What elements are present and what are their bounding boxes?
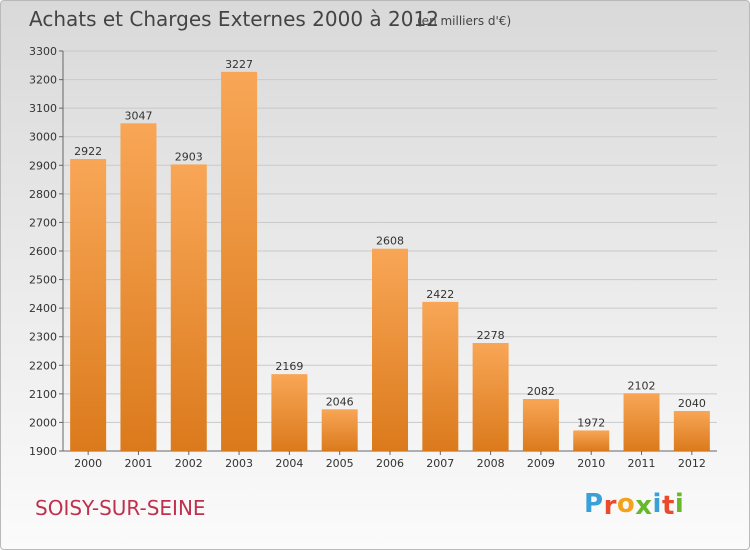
data-label: 2608: [376, 235, 404, 248]
chart-title: Achats et Charges Externes 2000 à 2012: [29, 7, 439, 31]
x-tick-label: 2007: [426, 457, 454, 470]
y-tick-label: 2400: [29, 302, 57, 315]
bar: [221, 71, 258, 451]
bars: [70, 71, 710, 452]
commune-name: SOISY-SUR-SEINE: [35, 496, 206, 520]
x-tick-label: 2005: [326, 457, 354, 470]
y-tick-label: 3000: [29, 131, 57, 144]
x-tick-label: 2009: [527, 457, 555, 470]
bar: [170, 164, 207, 451]
labels: 1900 2000 2100 2200 2300 2400 2500 2600 2700 2800…: [29, 45, 706, 470]
x-tick-label: 2010: [577, 457, 605, 470]
logo-letter: i: [652, 489, 662, 519]
logo-letter: P: [584, 489, 604, 519]
data-label: 1972: [577, 416, 605, 429]
logo-letter: r: [603, 491, 617, 521]
logo-letter: x: [635, 491, 653, 521]
bar: [372, 248, 408, 451]
x-tick-label: 2012: [678, 457, 706, 470]
data-label: 2169: [275, 360, 303, 373]
logo-letter: o: [616, 489, 636, 519]
y-tick-label: 2600: [29, 245, 57, 258]
x-tick-label: 2003: [225, 457, 253, 470]
data-label: 2046: [326, 395, 354, 408]
x-tick-label: 2000: [74, 457, 102, 470]
bar: [271, 374, 308, 451]
chart-subtitle: (en milliers d'€): [417, 14, 512, 28]
bar: [472, 343, 509, 451]
y-tick-label: 2900: [29, 159, 57, 172]
y-tick-label: 2700: [29, 216, 57, 229]
bar: [321, 409, 358, 451]
bar: [522, 399, 559, 451]
y-tick-label: 2200: [29, 359, 57, 372]
x-tick-label: 2004: [275, 457, 303, 470]
y-tick-label: 2800: [29, 188, 57, 201]
data-label: 3047: [124, 109, 152, 122]
data-label: 3227: [225, 58, 253, 71]
bar: [120, 123, 157, 452]
data-label: 2922: [74, 145, 102, 158]
data-label: 2422: [426, 288, 454, 301]
y-tick-label: 3200: [29, 74, 57, 87]
x-tick-label: 2002: [175, 457, 203, 470]
x-tick-label: 2011: [628, 457, 656, 470]
data-label: 2082: [527, 385, 555, 398]
proxiti-logo[interactable]: Proxiti: [584, 489, 685, 521]
data-label: 2102: [628, 379, 656, 392]
y-tick-label: 1900: [29, 445, 57, 458]
bar: [70, 159, 107, 451]
bar: [422, 301, 459, 451]
y-tick-label: 3100: [29, 102, 57, 115]
x-tick-label: 2008: [477, 457, 505, 470]
bar: [623, 393, 660, 451]
logo-letter: t: [661, 491, 675, 521]
x-tick-label: 2006: [376, 457, 404, 470]
y-tick-label: 2000: [29, 416, 57, 429]
y-tick-label: 2100: [29, 388, 57, 401]
bar: [673, 411, 710, 451]
y-tick-label: 2300: [29, 331, 57, 344]
logo-letter: i: [674, 489, 685, 519]
data-label: 2903: [175, 150, 203, 163]
y-tick-label: 2500: [29, 274, 57, 287]
data-label: 2278: [477, 329, 505, 342]
x-tick-label: 2001: [124, 457, 152, 470]
data-label: 2040: [678, 397, 706, 410]
bar: [573, 430, 610, 451]
y-tick-label: 3300: [29, 45, 57, 58]
